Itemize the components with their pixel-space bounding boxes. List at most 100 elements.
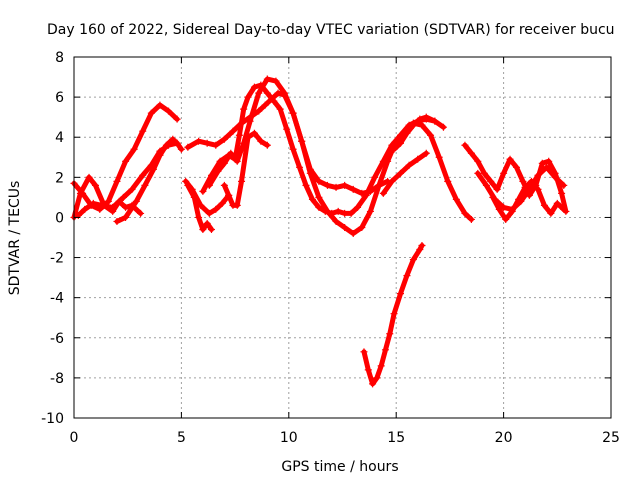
- data-point: [177, 145, 185, 153]
- data-point: [130, 145, 138, 153]
- data-point: [263, 141, 271, 149]
- data-point: [255, 89, 263, 97]
- data-point: [341, 223, 349, 231]
- data-point: [534, 185, 542, 193]
- data-point: [366, 207, 374, 215]
- data-point: [250, 129, 258, 137]
- y-tick-label: 4: [55, 130, 64, 146]
- data-point: [349, 185, 357, 193]
- x-tick-label: 0: [70, 430, 79, 446]
- x-tick-label: 25: [602, 430, 620, 446]
- data-point: [315, 203, 323, 211]
- series-line: [361, 243, 425, 387]
- x-tick-label: 20: [495, 430, 513, 446]
- series-arc-p: [489, 177, 568, 223]
- data-point: [283, 125, 291, 133]
- y-tick-label: 8: [55, 50, 64, 66]
- data-point: [81, 205, 89, 213]
- y-tick-label: -8: [50, 371, 64, 387]
- data-point: [216, 157, 224, 165]
- series-line: [380, 150, 429, 196]
- data-point: [270, 97, 278, 105]
- data-point: [173, 115, 181, 123]
- data-point: [233, 201, 241, 209]
- data-point: [558, 189, 566, 197]
- data-point: [358, 189, 366, 197]
- data-point: [261, 101, 269, 109]
- data-point: [182, 177, 190, 185]
- data-point: [416, 115, 424, 123]
- series-arc-i: [205, 75, 475, 237]
- data-point: [409, 256, 417, 264]
- data-point: [480, 169, 488, 177]
- data-point: [122, 203, 130, 211]
- series-arc-l: [379, 149, 430, 197]
- series-line: [185, 90, 391, 196]
- data-point: [534, 171, 542, 179]
- data-point: [255, 107, 263, 115]
- data-point: [500, 169, 508, 177]
- data-point: [220, 159, 228, 167]
- data-point: [207, 225, 215, 233]
- data-point: [244, 93, 252, 101]
- y-tick-label: 6: [55, 90, 64, 106]
- data-point: [405, 161, 413, 169]
- data-point: [506, 155, 514, 163]
- series-arc-j: [220, 129, 271, 209]
- data-point: [195, 137, 203, 145]
- tick-layer: 0 5 10 15 20 25 -10 -8 -6 -4 -2 0 2 4 6 8: [41, 50, 620, 446]
- series-line: [490, 178, 567, 222]
- data-point: [238, 177, 246, 185]
- data-point: [289, 109, 297, 117]
- data-point: [100, 201, 108, 209]
- data-point: [409, 121, 417, 129]
- data-point: [435, 153, 443, 161]
- data-point: [113, 177, 121, 185]
- series-arc-d: [113, 135, 181, 225]
- data-point: [257, 137, 265, 145]
- data-point: [461, 141, 469, 149]
- data-point: [147, 109, 155, 117]
- data-point: [113, 217, 121, 225]
- data-point: [197, 201, 205, 209]
- data-point: [141, 181, 149, 189]
- data-point: [403, 272, 411, 280]
- data-point: [122, 157, 130, 165]
- data-point: [250, 83, 258, 91]
- data-point: [137, 209, 145, 217]
- data-point: [315, 193, 323, 201]
- data-point: [341, 209, 349, 217]
- data-point: [91, 181, 99, 189]
- y-tick-label: 2: [55, 170, 64, 186]
- data-point: [289, 145, 297, 153]
- data-point: [334, 207, 342, 215]
- chart-title: Day 160 of 2022, Sidereal Day-to-day VTE…: [47, 22, 615, 38]
- data-point: [508, 207, 516, 215]
- data-point: [521, 183, 529, 191]
- data-point: [214, 167, 222, 175]
- data-point: [538, 159, 546, 167]
- data-point: [525, 185, 533, 193]
- data-point: [364, 366, 372, 374]
- data-point: [543, 163, 551, 171]
- data-point: [281, 89, 289, 97]
- data-point: [276, 105, 284, 113]
- data-point: [495, 205, 503, 213]
- data-point: [489, 193, 497, 201]
- series-arc-m: [360, 242, 426, 388]
- data-point: [547, 209, 555, 217]
- data-point: [220, 181, 228, 189]
- data-point: [553, 199, 561, 207]
- data-point: [128, 185, 136, 193]
- data-point: [240, 105, 248, 113]
- data-point: [85, 173, 93, 181]
- data-point: [169, 135, 177, 143]
- data-point: [373, 374, 381, 382]
- y-axis-label: SDTVAR / TECUs: [7, 181, 23, 296]
- data-point: [396, 290, 404, 298]
- data-point: [306, 169, 314, 177]
- data-point: [381, 346, 389, 354]
- data-point: [323, 207, 331, 215]
- x-tick-label: 10: [280, 430, 298, 446]
- data-point: [467, 149, 475, 157]
